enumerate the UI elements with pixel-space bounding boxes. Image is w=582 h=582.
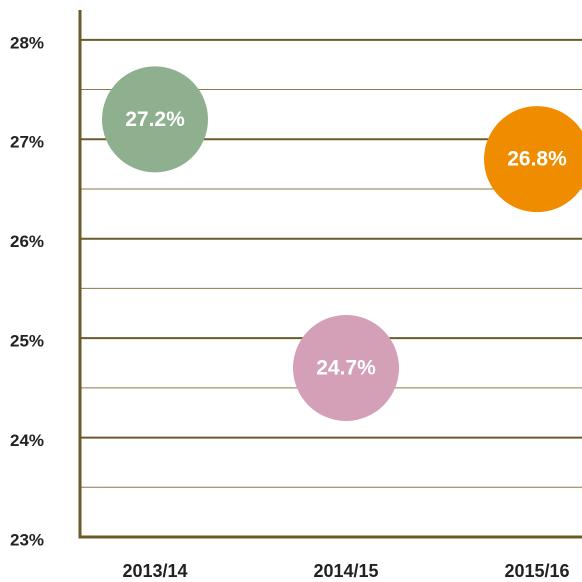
value-label: 26.8% bbox=[507, 148, 567, 171]
y-tick-label: 27% bbox=[10, 133, 44, 152]
y-tick-label: 26% bbox=[10, 232, 44, 251]
x-tick-label: 2014/15 bbox=[313, 561, 378, 581]
value-label: 27.2% bbox=[125, 108, 185, 131]
y-tick-label: 28% bbox=[10, 33, 44, 52]
y-tick-label: 25% bbox=[10, 332, 44, 351]
y-tick-label: 24% bbox=[10, 431, 44, 450]
dot bbox=[102, 66, 208, 173]
y-tick-label: 23% bbox=[10, 530, 44, 549]
dot bbox=[484, 106, 582, 213]
dot bbox=[293, 314, 399, 421]
x-tick-label: 2015/16 bbox=[504, 561, 569, 581]
x-tick-label: 2013/14 bbox=[122, 561, 187, 581]
value-label: 24.7% bbox=[316, 357, 376, 380]
